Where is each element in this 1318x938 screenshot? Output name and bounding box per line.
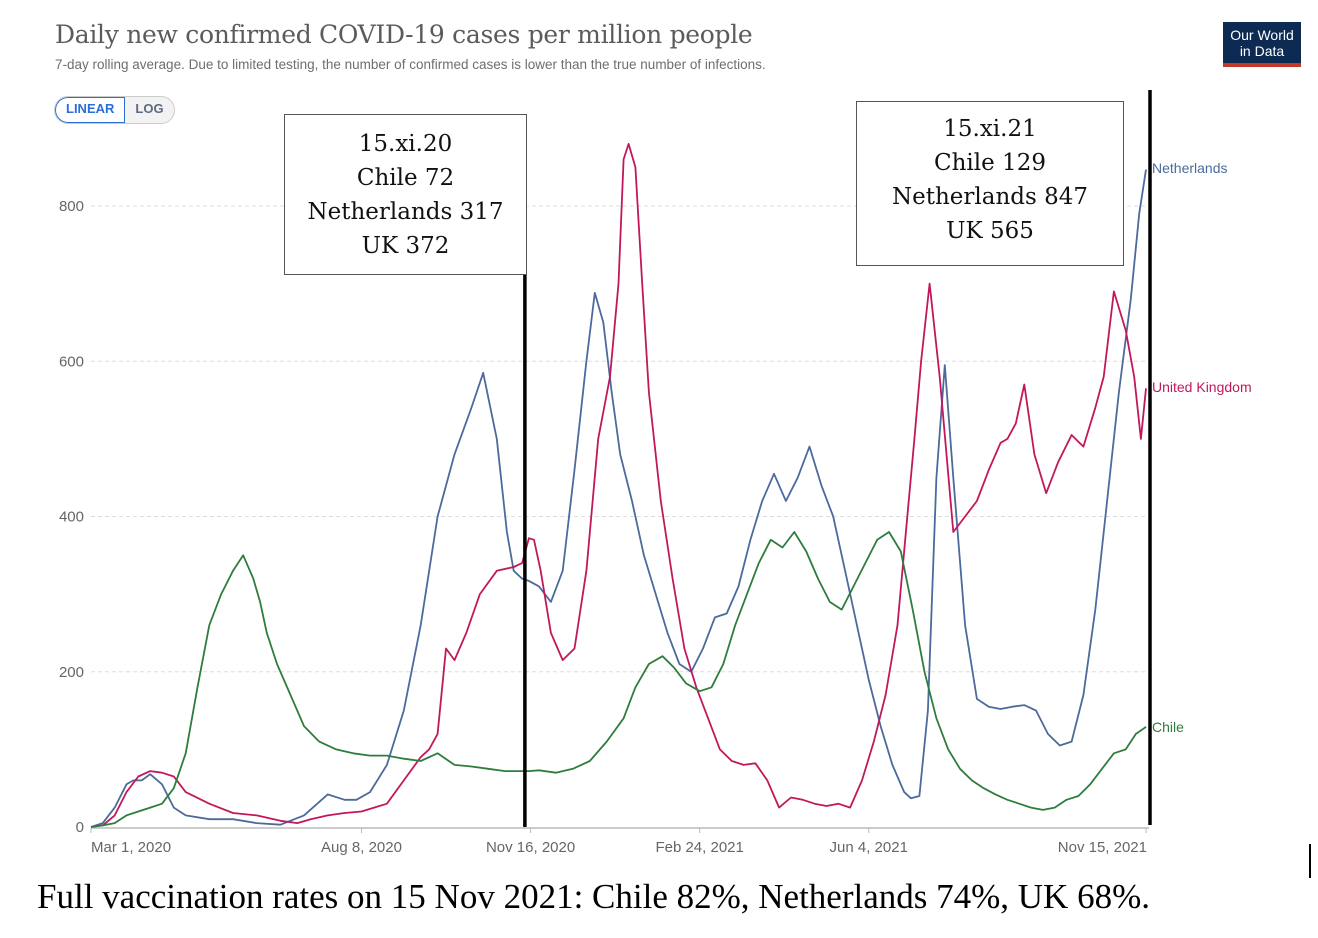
series-line-chile [90, 531, 1147, 828]
x-tick-label: Nov 16, 2020 [486, 839, 575, 856]
annotation-chile: Chile 72 [356, 165, 455, 191]
linear-scale-button[interactable]: LINEAR [55, 97, 126, 123]
text-cursor [1309, 844, 1311, 878]
x-axis: Mar 1, 2020 Aug 8, 2020 Nov 16, 2020 Feb 24… [90, 827, 1149, 856]
series-labels: Netherlands United Kingdom Chile [1152, 160, 1252, 735]
series-line-united-kingdom [90, 142, 1147, 828]
annotation-uk: UK 372 [361, 233, 450, 259]
annotation-date: 15.xi.21 [943, 116, 1037, 142]
y-tick-label: 400 [59, 509, 84, 526]
x-tick-label: Feb 24, 2021 [655, 839, 743, 856]
vaccination-caption: Full vaccination rates on 15 Nov 2021: C… [37, 877, 1150, 916]
chart-title: Daily new confirmed COVID-19 cases per m… [55, 20, 753, 49]
x-tick-label: Jun 4, 2021 [830, 839, 908, 856]
y-tick-label: 600 [59, 353, 84, 370]
annotation-chile: Chile 129 [934, 150, 1046, 176]
annotation-netherlands: Netherlands 317 [307, 199, 504, 225]
series-label-chile: Chile [1152, 719, 1184, 735]
log-scale-button[interactable]: LOG [135, 101, 164, 116]
grid-lines [91, 205, 1146, 673]
owid-logo[interactable]: Our World in Data [1223, 22, 1301, 67]
x-tick-label: Mar 1, 2020 [91, 839, 171, 856]
series-lines [90, 142, 1147, 828]
series-label-united-kingdom: United Kingdom [1152, 379, 1252, 395]
annotation-uk: UK 565 [946, 218, 1034, 244]
y-tick-label: 200 [59, 664, 84, 681]
scale-toggle: LINEAR LOG [54, 96, 175, 124]
annotation-box-nov-2020: 15.xi.20 Chile 72 Netherlands 317 UK 372 [284, 114, 527, 275]
logo-line-1: Our World [1230, 27, 1294, 43]
annotation-netherlands: Netherlands 847 [891, 184, 1089, 210]
annotation-box-nov-2021: 15.xi.21 Chile 129 Netherlands 847 UK 56… [856, 101, 1124, 266]
chart-subtitle: 7-day rolling average. Due to limited te… [55, 57, 766, 72]
series-line-netherlands [90, 169, 1147, 828]
logo-line-2: in Data [1239, 43, 1285, 59]
annotation-date: 15.xi.20 [358, 131, 453, 157]
y-tick-label: 0 [76, 819, 84, 836]
x-tick-label: Nov 15, 2021 [1058, 839, 1147, 856]
y-tick-label: 800 [59, 198, 84, 215]
x-tick-label: Aug 8, 2020 [321, 839, 402, 856]
series-label-netherlands: Netherlands [1152, 160, 1228, 176]
y-axis-ticks: 0 200 400 600 800 [59, 198, 84, 836]
